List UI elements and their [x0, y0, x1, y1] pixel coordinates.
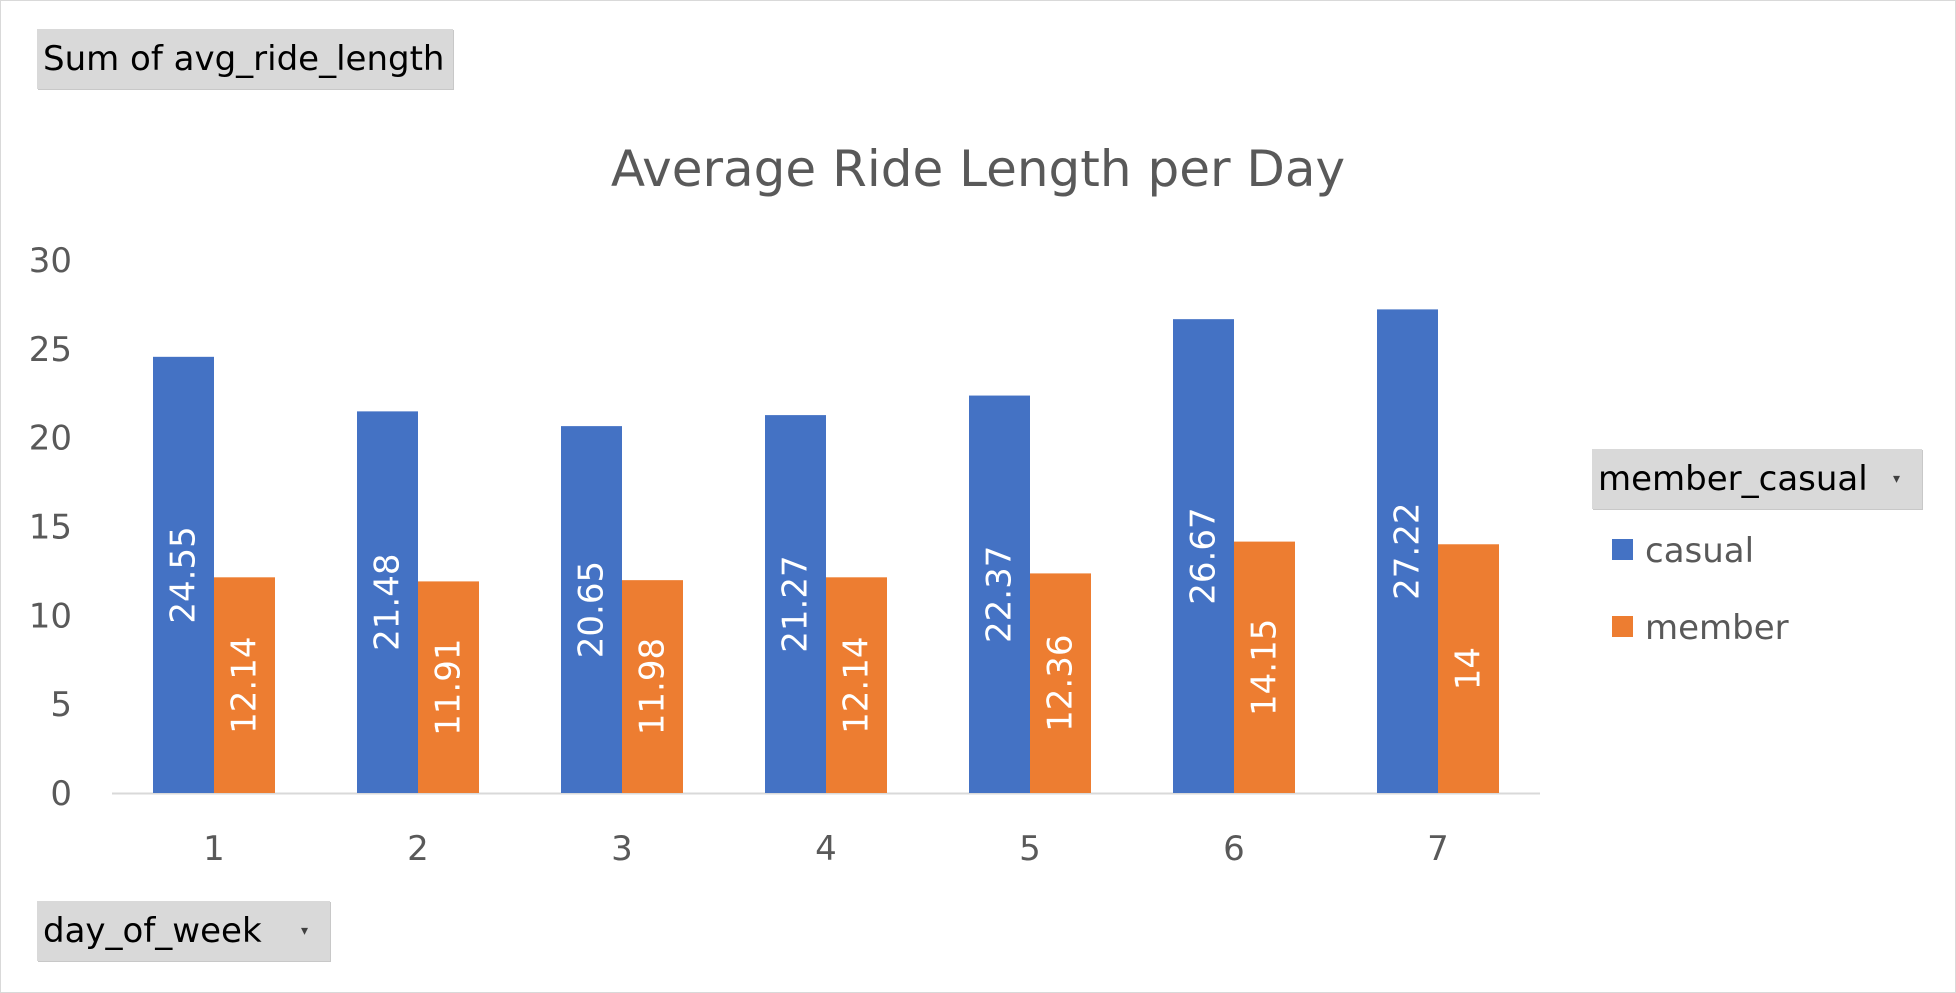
legend-swatch-member [1612, 616, 1633, 637]
y-tick-label: 5 [50, 685, 72, 725]
legend: casual member [1612, 531, 1789, 648]
axis-field-label: day_of_week [43, 911, 262, 951]
data-label-casual-6: 26.67 [1184, 507, 1224, 604]
bar-member-2 [418, 581, 479, 793]
y-tick-label: 30 [29, 241, 72, 281]
axis-field-button[interactable]: day_of_week ▾ [37, 901, 330, 961]
legend-label-casual: casual [1645, 531, 1754, 571]
data-label-member-7: 14 [1449, 647, 1489, 690]
legend-field-dropdown-icon[interactable]: ▾ [1892, 471, 1900, 487]
bar-casual-1 [153, 356, 214, 793]
data-label-casual-1: 24.55 [164, 526, 204, 623]
y-tick-label: 0 [50, 774, 72, 814]
bar-casual-3 [561, 426, 622, 793]
bar-casual-7 [1377, 309, 1438, 793]
bar-casual-2 [357, 411, 418, 793]
x-tick-label: 1 [203, 829, 225, 869]
data-labels-group: 24.55 21.48 20.65 21.27 22.37 26.67 27.22 12.14… [164, 503, 1489, 736]
x-tick-label: 5 [1019, 829, 1041, 869]
bar-member-3 [622, 580, 683, 793]
data-label-casual-3: 20.65 [572, 561, 612, 658]
data-label-member-5: 12.36 [1041, 635, 1081, 732]
data-label-casual-7: 27.22 [1388, 503, 1428, 600]
data-label-member-2: 11.91 [429, 639, 469, 736]
bar-member-5 [1030, 573, 1091, 793]
x-tick-label: 7 [1427, 829, 1449, 869]
bar-member-4 [826, 577, 887, 793]
axis-field-dropdown-icon[interactable]: ▾ [300, 923, 308, 939]
bar-casual-6 [1173, 319, 1234, 793]
bar-casual-5 [969, 395, 1030, 793]
bar-member-7 [1438, 544, 1499, 793]
x-tick-label: 6 [1223, 829, 1245, 869]
bar-casual-4 [765, 415, 826, 793]
legend-label-member: member [1645, 608, 1789, 648]
values-field-label: Sum of avg_ride_length [43, 39, 445, 79]
legend-swatch-casual [1612, 539, 1633, 560]
chart-title: Average Ride Length per Day [611, 140, 1345, 198]
values-field-button[interactable]: Sum of avg_ride_length [37, 29, 453, 89]
y-axis: 0 5 10 15 20 25 30 [29, 241, 72, 814]
data-label-member-1: 12.14 [225, 636, 265, 733]
x-tick-label: 2 [407, 829, 429, 869]
legend-field-button[interactable]: member_casual ▾ [1592, 449, 1922, 509]
x-axis: 1 2 3 4 5 6 7 [112, 792, 1540, 869]
data-label-member-3: 11.98 [633, 638, 673, 735]
y-tick-label: 15 [29, 508, 72, 548]
x-tick-label: 3 [611, 829, 633, 869]
y-tick-label: 20 [29, 419, 72, 459]
y-tick-label: 10 [29, 596, 72, 636]
data-label-casual-4: 21.27 [776, 555, 816, 652]
x-tick-label: 4 [815, 829, 837, 869]
bar-member-6 [1234, 541, 1295, 793]
bar-member-1 [214, 577, 275, 793]
data-label-casual-2: 21.48 [368, 554, 408, 651]
data-label-member-4: 12.14 [837, 636, 877, 733]
y-tick-label: 25 [29, 330, 72, 370]
bar-series-group [153, 309, 1499, 793]
legend-field-label: member_casual [1598, 459, 1868, 499]
data-label-casual-5: 22.37 [980, 546, 1020, 643]
data-label-member-6: 14.15 [1245, 619, 1285, 716]
